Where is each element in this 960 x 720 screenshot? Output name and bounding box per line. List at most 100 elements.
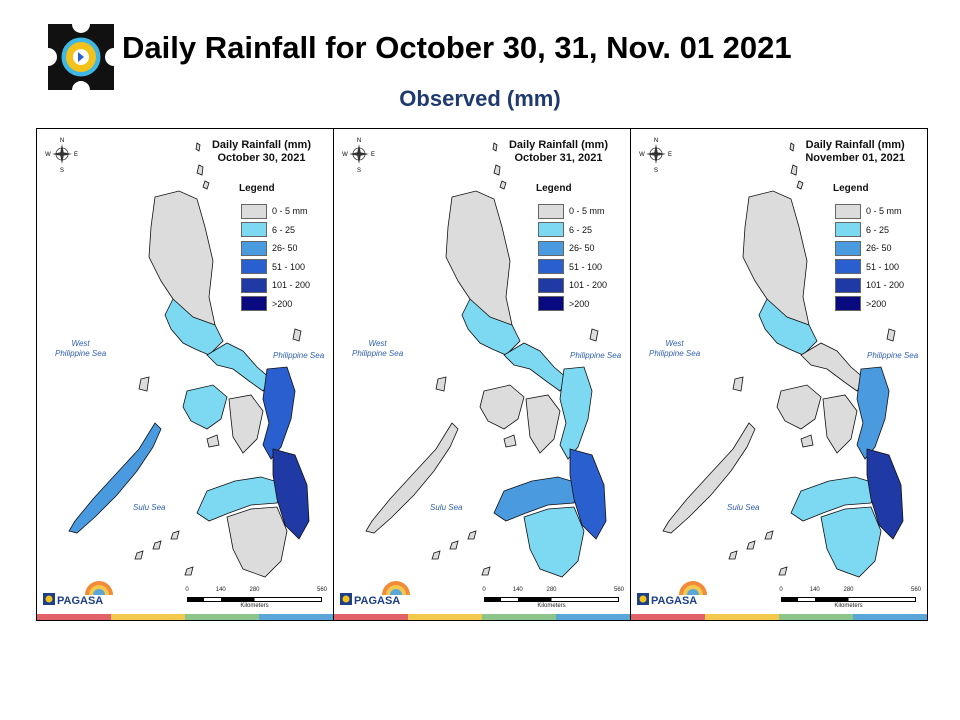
region-mindanao-north <box>790 476 876 522</box>
panel-date: October 30, 2021 <box>217 152 306 164</box>
small-island <box>778 566 788 576</box>
pagasa-logo: PAGASA <box>338 579 418 611</box>
legend-label: >200 <box>569 298 590 309</box>
footer-color-stripe <box>37 614 111 620</box>
legend: Legend 0 - 5 mm 6 - 25 26- 50 51 - 100 101 -… <box>833 183 913 314</box>
small-island <box>138 376 150 392</box>
sea-label-west-philippine-sea: West Philippine Sea <box>649 339 701 358</box>
footer-color-stripe <box>779 614 853 620</box>
svg-text:W: W <box>342 152 348 158</box>
region-bicol <box>800 342 866 392</box>
legend-swatch <box>538 222 564 238</box>
small-island <box>431 550 441 560</box>
region-bicol <box>503 342 569 392</box>
small-island <box>796 180 804 190</box>
legend-label: 101 - 200 <box>569 280 608 291</box>
region-mindanao-south <box>226 506 288 578</box>
small-island <box>435 376 447 392</box>
small-island <box>800 434 814 448</box>
rainfall-panel: N W E S Daily Rainfall (mm) October 30, … <box>37 129 334 620</box>
sea-label-west-philippine-sea: West Philippine Sea <box>55 339 107 358</box>
legend-swatch <box>835 296 861 312</box>
small-island <box>499 180 507 190</box>
footer-color-stripe <box>408 614 482 620</box>
region-bicol <box>206 342 272 392</box>
scale-tick-label: 0 <box>185 587 189 593</box>
sea-label-sulu-sea: Sulu Sea <box>727 503 760 512</box>
footer-color-stripe <box>556 614 630 620</box>
svg-text:N: N <box>357 138 361 144</box>
region-eastern-visayas <box>856 366 890 460</box>
small-island <box>467 530 477 540</box>
scale-tick-label: 280 <box>546 587 557 593</box>
scale-tick-label: 140 <box>809 587 820 593</box>
region-central-visayas <box>228 394 264 454</box>
small-island <box>152 540 162 550</box>
legend-label: 0 - 5 mm <box>272 206 308 217</box>
legend-swatch <box>241 296 267 312</box>
scale-tick-label: 140 <box>215 587 226 593</box>
legend-label: 0 - 5 mm <box>866 206 902 217</box>
small-island <box>746 540 756 550</box>
legend-swatch <box>835 259 861 275</box>
pagasa-logo: PAGASA <box>635 579 715 611</box>
small-island <box>503 434 517 448</box>
scale-unit: Kilometers <box>537 603 566 609</box>
legend-item: 0 - 5 mm <box>835 202 913 221</box>
legend-label: 26- 50 <box>569 243 595 254</box>
legend-label: 6 - 25 <box>272 224 296 235</box>
legend-item: >200 <box>835 295 913 314</box>
legend-label: 6 - 25 <box>866 224 890 235</box>
compass-rose-icon: N W E S <box>45 138 78 174</box>
rainfall-panels: N W E S Daily Rainfall (mm) October 30, … <box>36 128 928 621</box>
legend-item: 0 - 5 mm <box>241 202 319 221</box>
legend-label: 51 - 100 <box>272 261 306 272</box>
scale-tick-label: 0 <box>779 587 783 593</box>
scale-tick-label: 0 <box>482 587 486 593</box>
legend-swatch <box>835 222 861 238</box>
philippines-rainfall-map <box>365 142 607 578</box>
legend-item: 101 - 200 <box>241 276 319 295</box>
svg-text:S: S <box>357 168 361 174</box>
panel-title-line1: Daily Rainfall (mm) <box>211 139 311 151</box>
philippines-rainfall-map <box>68 142 310 578</box>
footer-color-stripe <box>482 614 556 620</box>
panel-date: November 01, 2021 <box>805 152 905 164</box>
scale-bar: 0 140 280 560 Kilometers <box>779 587 921 609</box>
legend-item: 51 - 100 <box>241 258 319 277</box>
region-eastern-visayas <box>262 366 296 460</box>
small-island <box>732 376 744 392</box>
sea-label-philippine-sea: Philippine Sea <box>570 351 622 360</box>
legend: Legend 0 - 5 mm 6 - 25 26- 50 51 - 100 101 -… <box>239 183 319 313</box>
footer-color-stripe <box>631 614 705 620</box>
svg-text:E: E <box>668 152 672 158</box>
legend-swatch <box>538 259 564 275</box>
region-eastern-visayas <box>559 366 593 460</box>
page-title: Daily Rainfall for October 30, 31, Nov. … <box>122 30 792 65</box>
small-island <box>206 434 220 448</box>
footer-color-stripe <box>111 614 185 620</box>
legend-item: 101 - 200 <box>538 276 616 295</box>
svg-text:N: N <box>654 138 658 144</box>
small-island <box>184 566 194 576</box>
legend-title: Legend <box>536 183 572 194</box>
pagasa-logo-text: PAGASA <box>57 595 104 607</box>
legend-title: Legend <box>239 183 275 194</box>
small-island <box>134 550 144 560</box>
footer-color-stripe <box>705 614 779 620</box>
small-island <box>886 328 896 342</box>
small-island <box>195 142 201 152</box>
legend-swatch <box>241 277 267 293</box>
legend-label: 26- 50 <box>272 243 298 254</box>
legend: Legend 0 - 5 mm 6 - 25 26- 50 51 - 100 101 -… <box>536 183 616 313</box>
scale-bar: 0 140 280 560 Kilometers <box>185 587 327 609</box>
legend-swatch <box>241 240 267 256</box>
legend-item: 26- 50 <box>538 239 616 258</box>
legend-item: 0 - 5 mm <box>538 202 616 221</box>
region-western-visayas <box>776 384 822 430</box>
scale-tick-label: 560 <box>613 587 625 593</box>
svg-text:S: S <box>60 168 64 174</box>
scale-tick-label: 280 <box>249 587 260 593</box>
footer-color-stripe <box>259 614 333 620</box>
scale-tick-label: 280 <box>843 587 854 593</box>
